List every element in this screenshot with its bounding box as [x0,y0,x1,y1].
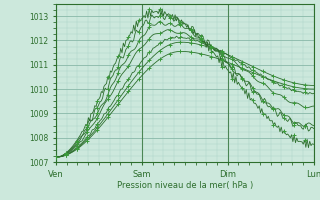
X-axis label: Pression niveau de la mer( hPa ): Pression niveau de la mer( hPa ) [117,181,253,190]
